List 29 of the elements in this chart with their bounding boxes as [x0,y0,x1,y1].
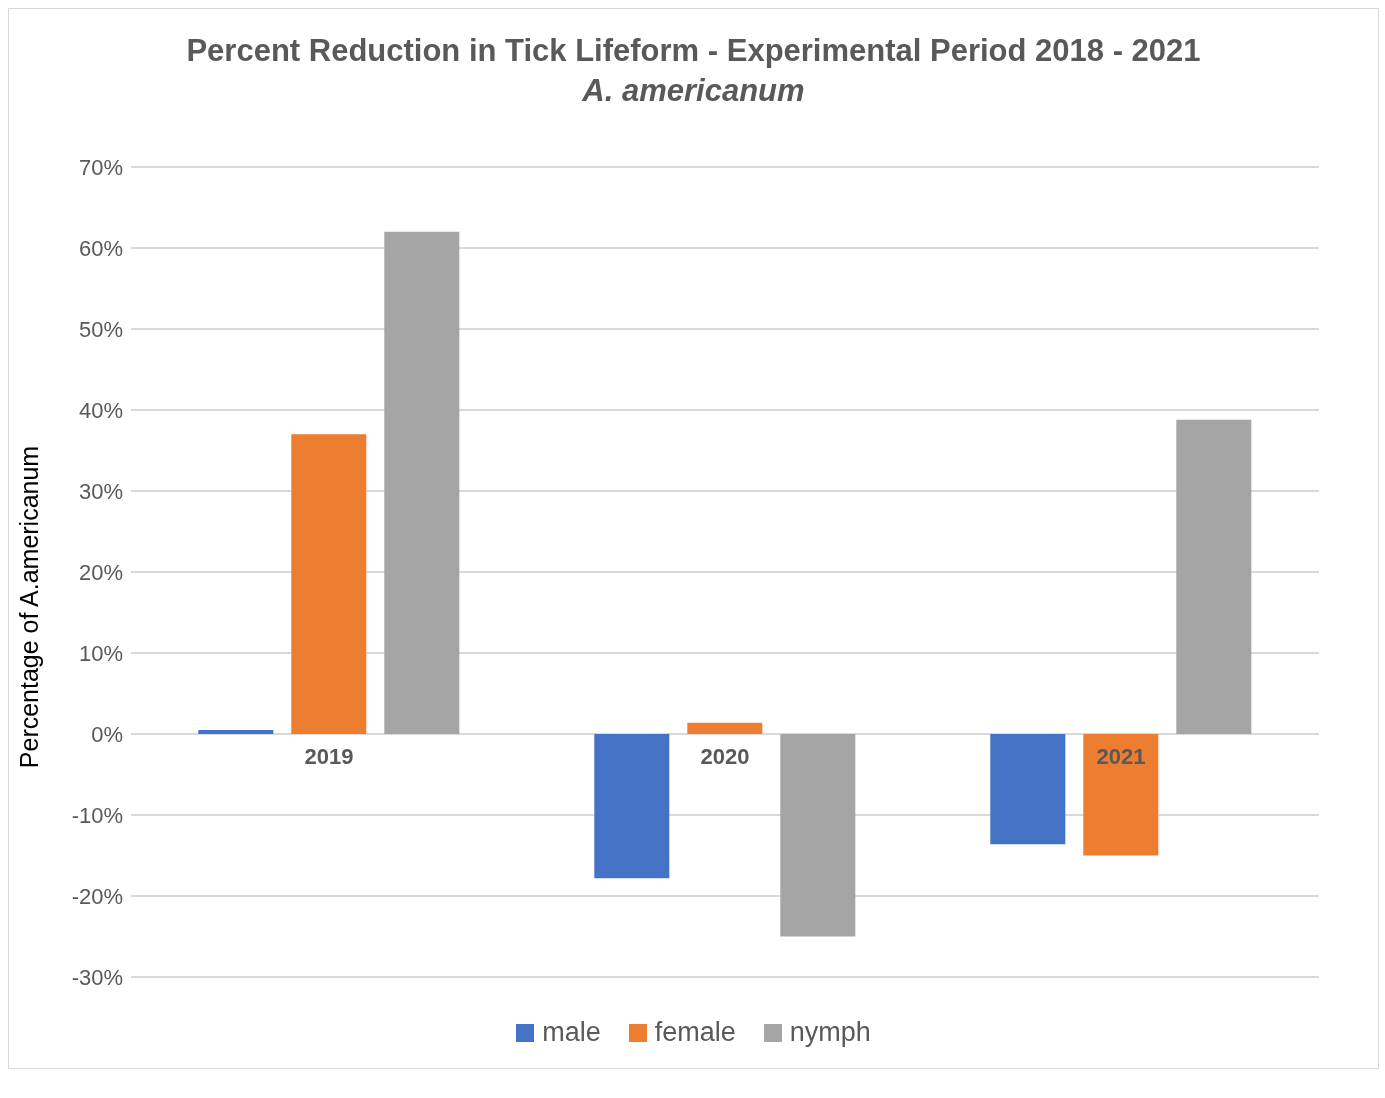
bar [384,231,460,734]
bar [594,734,670,879]
y-tick-label: 40% [78,397,123,423]
legend-label: male [541,1017,601,1048]
y-tick-label: -10% [71,802,123,828]
y-tick-label: 30% [78,478,123,504]
y-tick-label: 50% [78,316,123,342]
legend-label: nymph [788,1017,871,1048]
y-tick-label: 10% [78,640,123,666]
x-tick-label: 2021 [1096,744,1146,769]
chart-title: Percent Reduction in Tick Lifeform - Experimental Period 2018 - 2021 [185,33,1202,69]
y-axis-title: Percentage of A.americanum [14,445,44,769]
y-tick-label: 60% [78,235,123,261]
bar [990,734,1066,845]
y-tick-label: 20% [78,559,123,585]
bar [780,734,856,937]
y-tick-label: 70% [78,154,123,180]
bar [1083,734,1159,856]
y-tick-label: -20% [71,883,123,909]
legend-label: female [653,1017,736,1048]
bar [291,434,367,734]
bar [687,722,763,734]
y-tick-label: -30% [71,964,123,990]
x-tick-label: 2019 [304,744,354,769]
chart-subtitle: A. americanum [581,73,806,109]
y-tick-label: 0% [91,721,123,747]
bar [198,729,274,734]
x-tick-label: 2020 [700,744,750,769]
bar [1176,419,1252,734]
